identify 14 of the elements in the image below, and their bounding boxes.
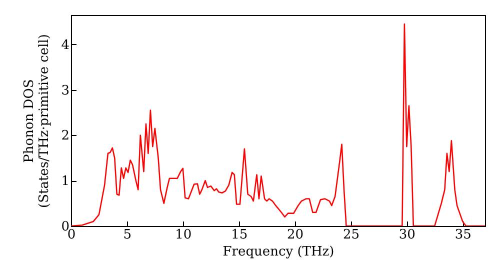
line-series [71, 23, 485, 226]
y-axis-title: Phonon DOS (States/THz·primitive cell) [22, 34, 52, 208]
y-tick-label: 2 [61, 128, 70, 144]
y-tick-label: 3 [61, 83, 70, 98]
x-tick-label: 25 [342, 228, 360, 242]
y-tick-label: 1 [61, 174, 70, 190]
x-tick-label: 35 [454, 228, 472, 242]
x-tick-label: 15 [231, 228, 248, 242]
x-tick-label: 10 [175, 228, 192, 242]
x-tick-label: 5 [123, 228, 132, 242]
x-tick-label: 30 [398, 228, 416, 242]
x-axis-title: Frequency (THz) [222, 244, 334, 260]
x-tick-label: 20 [287, 228, 304, 242]
y-tick-label: 4 [61, 38, 70, 53]
